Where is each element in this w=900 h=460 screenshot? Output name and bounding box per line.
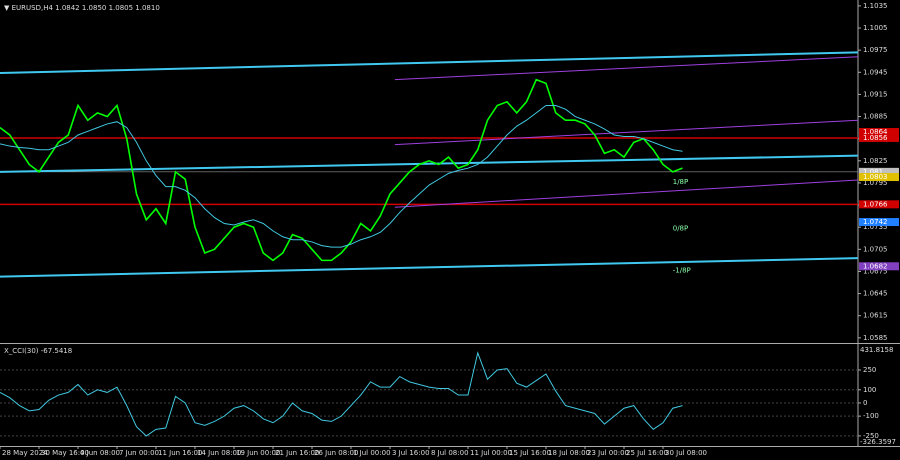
level-label: 1.0856: [863, 134, 888, 142]
y-tick-label: 1.0735: [863, 223, 888, 231]
x-tick-label: 11 Jul 00:00: [470, 449, 512, 457]
x-tick-label: 26 Jun 08:00: [314, 449, 358, 457]
indicator-line: [0, 104, 683, 248]
level-label: 1.0803: [863, 173, 888, 181]
level-tag: [859, 128, 899, 137]
x-tick-label: 11 Jun 16:00: [158, 449, 202, 457]
chart-title: ▼ EURUSD,H4 1.0842 1.0850 1.0805 1.0810: [4, 4, 160, 12]
level-label: 1.081: [863, 168, 883, 176]
y-tick-label: -100: [863, 412, 879, 420]
y-tick-label: 250: [863, 366, 876, 374]
y-tick-label: 1.0675: [863, 267, 888, 275]
level-tag: [859, 167, 899, 176]
y-limit-label: -326.3597: [860, 438, 896, 446]
level-label: 1.0742: [863, 218, 888, 226]
indicator-title: X_CCI(30) -67.5418: [4, 347, 72, 355]
x-tick-label: 18 Jul 08:00: [548, 449, 590, 457]
murray-label: 0/8P: [673, 225, 689, 233]
y-tick-label: 0: [863, 399, 867, 407]
channel-line: [394, 56, 859, 81]
channel-line: [0, 51, 859, 75]
y-limit-label: 431.8158: [860, 346, 893, 354]
level-label: 1.0682: [863, 262, 888, 270]
x-tick-label: 23 Jul 00:00: [587, 449, 629, 457]
y-tick-label: 1.0705: [863, 245, 888, 253]
y-tick-label: 100: [863, 386, 876, 394]
indicator-line: [0, 351, 683, 437]
x-tick-label: 21 Jun 16:00: [275, 449, 319, 457]
level-label: 1.0864: [863, 128, 888, 136]
x-tick-label: 19 Jun 00:00: [236, 449, 280, 457]
x-tick-label: 14 Jun 08:00: [197, 449, 241, 457]
price-line: [0, 78, 683, 262]
y-tick-label: 1.1035: [863, 2, 888, 10]
x-tick-label: 25 Jul 16:00: [626, 449, 668, 457]
y-tick-label: 1.0975: [863, 46, 888, 54]
level-label: 1.0766: [863, 200, 888, 208]
y-tick-label: -250: [863, 432, 879, 440]
y-tick-label: 1.0885: [863, 113, 888, 121]
channel-line: [0, 154, 859, 173]
y-tick-label: 1.0615: [863, 312, 888, 320]
level-tag: [859, 133, 899, 142]
y-tick-label: 1.0795: [863, 179, 888, 187]
level-tag: [859, 262, 899, 271]
murray-label: 1/8P: [673, 178, 689, 186]
y-tick-label: 1.0645: [863, 290, 888, 298]
x-tick-label: 30 May 16:00: [41, 449, 89, 457]
channel-line: [394, 179, 859, 208]
x-tick-label: 8 Jul 08:00: [431, 449, 469, 457]
x-tick-label: 28 May 2024: [2, 449, 48, 457]
x-tick-label: 7 Jun 00:00: [119, 449, 159, 457]
channel-line: [0, 257, 859, 278]
x-tick-label: 4 Jun 08:00: [80, 449, 120, 457]
level-tag: [859, 173, 899, 182]
x-tick-label: 3 Jul 16:00: [392, 449, 430, 457]
x-tick-label: 30 Jul 08:00: [665, 449, 707, 457]
level-tag: [859, 218, 899, 227]
y-tick-label: 1.1005: [863, 24, 888, 32]
level-tag: [859, 200, 899, 209]
x-tick-label: 1 Jul 00:00: [353, 449, 391, 457]
y-tick-label: 1.0825: [863, 157, 888, 165]
murray-label: -1/8P: [673, 267, 691, 275]
y-tick-label: 1.0945: [863, 68, 888, 76]
channel-line: [394, 119, 859, 146]
y-tick-label: 1.0585: [863, 334, 888, 342]
x-tick-label: 15 Jul 16:00: [509, 449, 551, 457]
y-tick-label: 1.0915: [863, 90, 888, 98]
